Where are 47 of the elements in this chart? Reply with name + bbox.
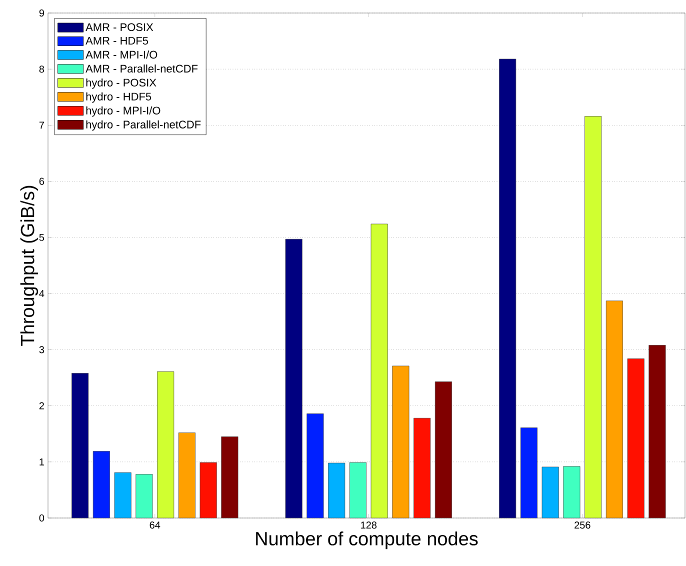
x-tick-label: 256 — [574, 522, 590, 529]
legend-label: AMR - Parallel-netCDF — [86, 64, 198, 73]
bar — [349, 462, 366, 518]
y-tick-label: 1 — [40, 458, 44, 466]
y-tick-label: 0 — [39, 514, 44, 522]
legend-label: hydro - HDF5 — [86, 92, 152, 103]
y-tick-label: 9 — [39, 9, 44, 17]
y-tick-label: 3 — [39, 346, 44, 354]
bar — [114, 472, 132, 518]
bar — [542, 466, 559, 518]
bar — [178, 432, 196, 518]
bar — [306, 413, 324, 518]
bar — [606, 300, 623, 518]
legend-label: AMR - MPI-I/O — [86, 50, 158, 59]
legend-label: hydro - POSIX — [86, 78, 156, 89]
y-tick-label: 7 — [39, 122, 44, 129]
bar — [648, 344, 666, 518]
bar — [563, 466, 580, 518]
bar — [221, 436, 238, 518]
bar — [157, 371, 174, 518]
x-axis-title: Number of compute nodes — [256, 531, 478, 550]
legend-label: hydro - MPI-I/O — [86, 106, 160, 117]
bar — [136, 474, 153, 518]
bar — [414, 418, 431, 518]
bar — [72, 373, 89, 518]
bar — [92, 451, 110, 518]
x-tick-label: 64 — [150, 522, 160, 529]
bar — [328, 462, 346, 518]
bar — [627, 358, 644, 518]
y-axis-title: Throughput (GiB/s) — [20, 186, 38, 346]
y-tick-label: 4 — [39, 290, 44, 297]
y-tick-label: 8 — [39, 66, 44, 73]
x-tick-label: 128 — [361, 522, 377, 529]
bar — [285, 238, 302, 518]
bar — [370, 224, 388, 518]
bar — [584, 116, 602, 518]
bar — [392, 366, 410, 518]
y-tick-label: 6 — [39, 178, 44, 185]
legend-label: AMR - HDF5 — [86, 36, 148, 45]
legend-label: AMR - POSIX — [86, 23, 154, 32]
legend-label: hydro - Parallel-netCDF — [86, 120, 201, 131]
y-tick-label: 5 — [39, 234, 44, 241]
bar — [520, 427, 538, 518]
bar — [200, 462, 217, 518]
bar — [499, 58, 516, 518]
bar — [434, 381, 452, 518]
y-tick-label: 2 — [39, 402, 44, 410]
